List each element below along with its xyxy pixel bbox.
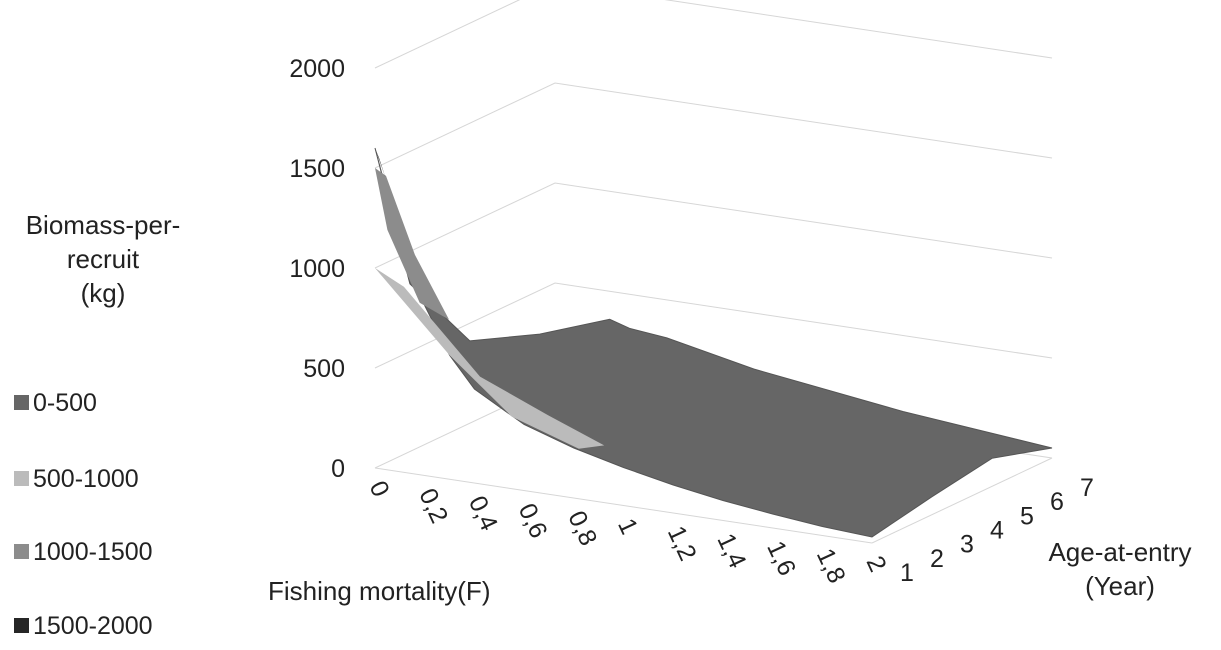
z-tick-labels: 0 500 1000 1500 2000 bbox=[289, 55, 345, 483]
surface-band-500-1000 bbox=[375, 268, 605, 449]
x-tick-1,2: 1,2 bbox=[662, 522, 702, 565]
legend-swatch bbox=[14, 395, 29, 410]
y-tick-5: 5 bbox=[1020, 502, 1034, 530]
legend-label: 1500-2000 bbox=[33, 612, 153, 640]
gridline-z-2000 bbox=[374, 0, 1053, 69]
x-tick-2: 2 bbox=[861, 552, 892, 576]
z-axis-title-line-1: Biomass-per- bbox=[26, 210, 181, 240]
y-tick-1: 1 bbox=[900, 559, 914, 587]
legend-item-1000-1500: 1000-1500 bbox=[14, 538, 153, 566]
legend: 0-500 500-1000 1000-1500 1500-2000 bbox=[14, 389, 153, 640]
legend-item-1500-2000: 1500-2000 bbox=[14, 612, 153, 640]
gridline-floor-side bbox=[871, 457, 1053, 544]
z-tick-1000: 1000 bbox=[289, 255, 345, 283]
y-tick-6: 6 bbox=[1050, 488, 1064, 516]
legend-swatch bbox=[14, 471, 29, 486]
y-tick-3: 3 bbox=[960, 531, 974, 559]
surface-band-1000-1500 bbox=[375, 168, 450, 320]
z-tick-0: 0 bbox=[331, 455, 345, 483]
z-tick-500: 500 bbox=[303, 355, 345, 383]
x-tick-1,6: 1,6 bbox=[761, 537, 801, 580]
z-tick-2000: 2000 bbox=[289, 55, 345, 83]
z-axis-title-line-3: (kg) bbox=[81, 278, 126, 308]
y-axis-title-line-2: (Year) bbox=[1085, 571, 1155, 601]
x-tick-0,4: 0,4 bbox=[463, 492, 503, 535]
x-tick-0,2: 0,2 bbox=[413, 484, 453, 527]
x-tick-0,6: 0,6 bbox=[513, 499, 553, 542]
z-axis-title-line-2: recruit bbox=[67, 244, 140, 274]
surface-main bbox=[374, 147, 1053, 538]
y-axis-title-line-1: Age-at-entry bbox=[1048, 537, 1191, 567]
z-tick-1500: 1500 bbox=[289, 155, 345, 183]
legend-swatch bbox=[14, 618, 29, 633]
y-tick-4: 4 bbox=[990, 517, 1004, 545]
legend-swatch bbox=[14, 544, 29, 559]
gridline-floor-front bbox=[374, 467, 873, 544]
surface bbox=[374, 147, 1053, 538]
x-tick-0: 0 bbox=[364, 477, 395, 501]
legend-label: 0-500 bbox=[33, 389, 97, 417]
x-tick-0,8: 0,8 bbox=[562, 507, 602, 550]
gridline-z-1000 bbox=[374, 182, 1053, 269]
gridline-z-1500 bbox=[374, 82, 1053, 169]
x-tick-1: 1 bbox=[612, 514, 643, 538]
gridline-z-500 bbox=[374, 282, 1053, 369]
x-tick-1,4: 1,4 bbox=[711, 529, 751, 572]
y-tick-2: 2 bbox=[930, 545, 944, 573]
x-axis-title: Fishing mortality(F) bbox=[268, 576, 490, 606]
y-tick-7: 7 bbox=[1080, 474, 1094, 502]
legend-item-500-1000: 500-1000 bbox=[14, 465, 139, 493]
surface-band-1500-2000 bbox=[375, 148, 386, 178]
legend-item-0-500: 0-500 bbox=[14, 389, 97, 417]
x-tick-1,8: 1,8 bbox=[811, 544, 851, 587]
legend-label: 1000-1500 bbox=[33, 538, 153, 566]
legend-label: 500-1000 bbox=[33, 465, 139, 493]
